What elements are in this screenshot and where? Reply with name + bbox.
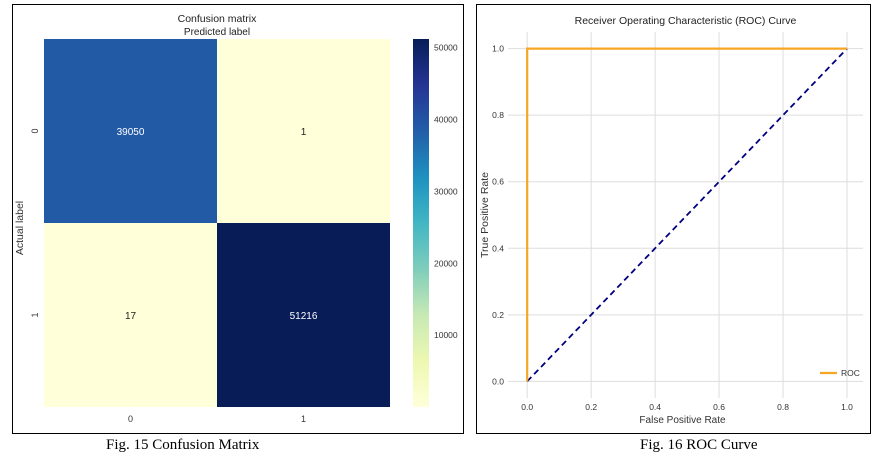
diagonal-reference-line xyxy=(526,48,848,382)
y-tick-label: 0.6 xyxy=(492,177,504,187)
x-tick-label: 0.6 xyxy=(713,402,725,412)
colorbar xyxy=(413,39,429,407)
x-tick-label: 0 xyxy=(128,414,133,424)
plot-area xyxy=(508,32,863,398)
heatmap-cell xyxy=(217,223,390,407)
x-tick-label: 1 xyxy=(301,414,306,424)
confusion-matrix-caption: Fig. 15 Confusion Matrix xyxy=(106,437,260,453)
cell-value-label: 39050 xyxy=(117,127,145,138)
x-tick-label: 1.0 xyxy=(841,402,853,412)
y-axis-label: True Positive Rate xyxy=(479,172,491,258)
colorbar-tick-label: 40000 xyxy=(434,115,458,125)
colorbar-tick-label: 50000 xyxy=(434,43,458,53)
heatmap-cell xyxy=(217,39,390,223)
cell-value-label: 51216 xyxy=(290,311,318,322)
x-tick-label: 0.4 xyxy=(649,402,661,412)
y-tick-label: 0.4 xyxy=(492,243,504,253)
roc-curve-panel: Receiver Operating Characteristic (ROC) … xyxy=(476,4,871,434)
y-tick-label: 0.2 xyxy=(492,310,504,320)
cell-value-label: 1 xyxy=(301,127,307,138)
x-tick-label: 0.2 xyxy=(585,402,597,412)
roc-curve-line xyxy=(526,47,848,382)
y-axis-label: Actual label xyxy=(14,201,26,255)
roc-curve-chart: Receiver Operating Characteristic (ROC) … xyxy=(479,15,863,426)
x-tick-label: 0.8 xyxy=(777,402,789,412)
x-axis-label: False Positive Rate xyxy=(639,415,726,426)
x-tick-label: 0.0 xyxy=(521,402,533,412)
confusion-matrix-chart: Confusion matrix Predicted label 39050 1 17 5… xyxy=(14,13,458,424)
confusion-matrix-panel: Confusion matrix Predicted label 39050 1 17 5… xyxy=(12,4,464,434)
heatmap-cell xyxy=(44,39,217,223)
colorbar-tick-label: 20000 xyxy=(434,258,458,268)
y-tick-label: 0 xyxy=(30,128,40,133)
colorbar-tick-label: 10000 xyxy=(434,330,458,340)
chart-subtitle: Predicted label xyxy=(184,27,250,38)
heatmap-cell xyxy=(44,223,217,407)
chart-title: Confusion matrix xyxy=(178,13,258,25)
y-tick-label: 1.0 xyxy=(492,44,504,54)
cell-value-label: 17 xyxy=(125,311,137,322)
y-tick-label: 0.8 xyxy=(492,110,504,120)
y-tick-label: 0.0 xyxy=(492,376,504,386)
y-tick-label: 1 xyxy=(30,312,40,317)
colorbar-tick-label: 30000 xyxy=(434,186,458,196)
roc-curve-caption: Fig. 16 ROC Curve xyxy=(640,437,758,453)
legend-label: ROC xyxy=(841,368,860,378)
chart-title: Receiver Operating Characteristic (ROC) … xyxy=(575,15,797,27)
